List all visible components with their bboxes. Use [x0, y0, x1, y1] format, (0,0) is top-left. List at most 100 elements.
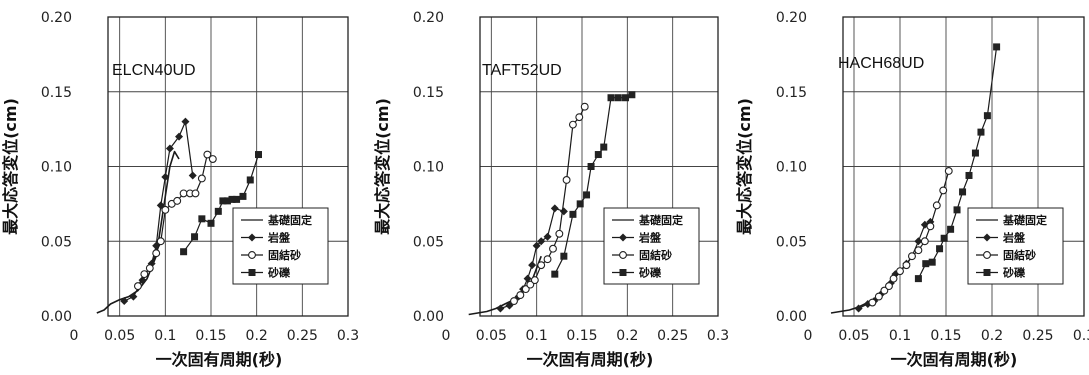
x-tick-label: 0.15 [930, 328, 961, 344]
data-point [530, 276, 539, 285]
series-line [858, 221, 931, 310]
legend-label: 砂礫 [639, 266, 662, 280]
data-point [971, 149, 979, 157]
data-point [920, 237, 929, 246]
data-point [161, 205, 170, 214]
data-point [889, 274, 898, 283]
data-point [233, 195, 241, 203]
data-point [161, 172, 170, 181]
chart-title: ELCN40UD [112, 62, 196, 79]
data-point [914, 246, 923, 255]
data-point [188, 171, 197, 180]
x-tick-label: 0.2 [246, 328, 268, 344]
data-point [594, 151, 602, 159]
data-point [516, 291, 525, 300]
legend-label: 岩盤 [638, 231, 662, 245]
x-tick-label: 0.25 [287, 328, 318, 344]
chart-title: HACH68UD [838, 55, 924, 72]
x-tick-label: 0 [442, 328, 451, 344]
chart-panel-3: 0.00 0.05 0.10 0.15 0.20 0 0.05 0.1 0.15 0.2 0.25 0… [735, 10, 1089, 369]
data-point [145, 264, 154, 273]
data-point [868, 298, 877, 307]
data-point [914, 237, 923, 246]
series-2 [496, 204, 568, 313]
x-axis-label: 一次固有周期(秒) [891, 350, 1018, 369]
data-point [140, 270, 149, 279]
data-point [614, 94, 622, 102]
y-tick-label: 0.15 [41, 85, 72, 101]
data-point [133, 282, 142, 291]
data-point [562, 176, 571, 184]
series-2 [120, 117, 197, 306]
data-point [526, 280, 535, 289]
data-point [228, 195, 236, 203]
data-point [908, 252, 916, 261]
y-tick-label: 0.05 [776, 234, 807, 250]
x-tick-label: 0.05 [104, 328, 135, 344]
data-point [191, 189, 200, 198]
data-point [246, 176, 254, 184]
x-tick-label: 0 [70, 328, 79, 344]
data-point [559, 207, 568, 216]
data-point [219, 197, 227, 205]
legend-swatch-marker [619, 269, 627, 276]
legend-swatch-marker [983, 233, 991, 242]
data-point [854, 304, 863, 313]
y-axis-label: 最大応答変位(cm) [373, 98, 392, 235]
y-tick-label: 0.15 [776, 85, 807, 101]
series-3 [868, 167, 953, 307]
data-point [922, 260, 930, 268]
legend-swatch-marker [619, 233, 627, 242]
data-point [600, 143, 608, 151]
series-line [500, 207, 565, 310]
x-tick-label: 0 [804, 328, 813, 344]
x-axis-label: 一次固有周期(秒) [156, 350, 283, 369]
legend-swatch-marker [619, 251, 627, 259]
x-tick-label: 0.15 [566, 328, 597, 344]
x-tick-label: 0.2 [981, 328, 1003, 344]
data-point [180, 248, 188, 256]
chart-panel-2: 0.00 0.05 0.10 0.15 0.20 0 0.05 0.1 0.15 0.2 0.25 0… [373, 10, 729, 369]
data-point [939, 186, 948, 195]
legend-label: 基礎固定 [267, 213, 312, 227]
data-point [569, 210, 577, 218]
data-point [977, 128, 985, 136]
y-axis-label: 最大応答変位(cm) [735, 98, 754, 235]
data-point [181, 117, 190, 126]
legend-label: 岩盤 [267, 231, 291, 245]
series-line [96, 150, 180, 314]
data-point [175, 132, 184, 141]
data-point [983, 112, 991, 120]
legend-swatch-marker [983, 269, 991, 276]
y-tick-label: 0.20 [413, 10, 444, 26]
x-tick-label: 0.25 [657, 328, 688, 344]
data-point [528, 261, 537, 270]
data-point [940, 234, 948, 242]
data-point [583, 191, 591, 199]
data-point [928, 258, 936, 266]
data-point [207, 219, 215, 227]
data-point [521, 285, 530, 294]
y-tick-label: 0.10 [413, 160, 444, 176]
x-tick-label: 0.05 [476, 328, 507, 344]
data-point [203, 150, 212, 159]
data-point [874, 292, 883, 301]
data-point [208, 155, 217, 163]
data-point [198, 215, 206, 223]
data-point [510, 297, 518, 305]
data-point [947, 225, 955, 233]
data-point [239, 192, 247, 200]
y-tick-label: 0.15 [413, 85, 444, 101]
data-point [537, 261, 546, 270]
data-point [880, 286, 889, 295]
plot-frame [107, 16, 349, 317]
data-point [932, 201, 941, 210]
data-point [543, 255, 552, 264]
data-point [532, 241, 541, 250]
legend-label: 基礎固定 [1002, 213, 1047, 227]
y-tick-label: 0.00 [776, 309, 807, 325]
data-point [628, 91, 636, 99]
